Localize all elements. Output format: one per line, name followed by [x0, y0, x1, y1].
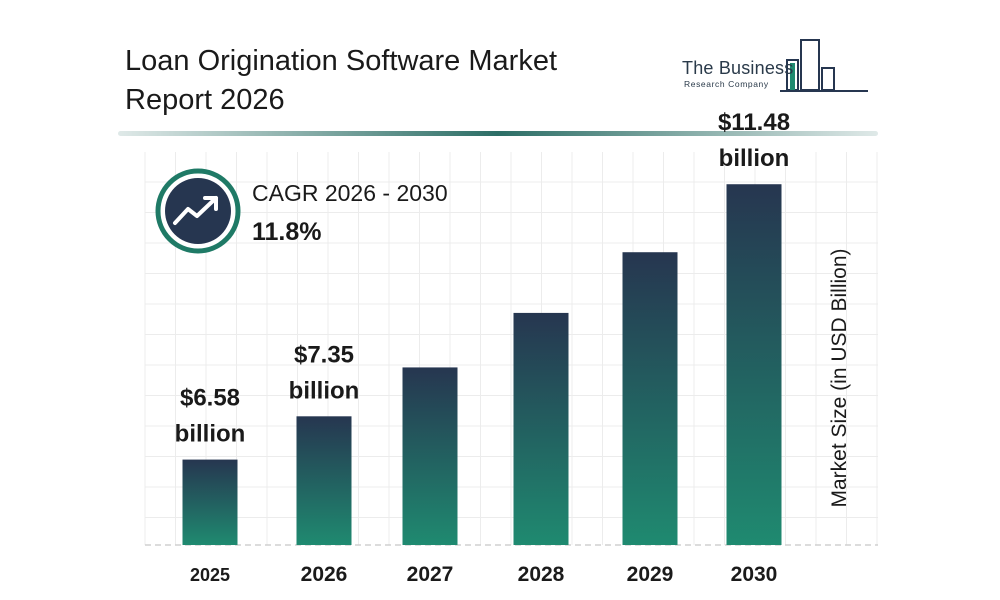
data-label-value-2025: $6.58: [180, 385, 240, 412]
bar-2027: [402, 367, 458, 545]
x-tick-label-2027: 2027: [407, 563, 454, 586]
x-tick-label-2029: 2029: [627, 563, 674, 586]
cagr-label: CAGR 2026 - 2030: [252, 180, 448, 206]
x-tick-label-2028: 2028: [518, 563, 565, 586]
x-tick-label-2026: 2026: [301, 563, 348, 586]
page-title: Loan Origination Software Market Report …: [125, 42, 645, 120]
data-label-unit-2025: billion: [175, 421, 246, 448]
logo-name: The Business: [682, 58, 794, 78]
logo-subtitle: Research Company: [684, 79, 769, 89]
data-label-unit-2030: billion: [719, 145, 790, 172]
cagr-value: 11.8%: [252, 218, 322, 246]
data-label-value-2026: $7.35: [294, 341, 354, 368]
title-divider: [118, 131, 878, 136]
title-line-1: Loan Origination Software Market: [125, 45, 557, 77]
x-tick-label-2030: 2030: [731, 563, 778, 586]
cagr-badge: [155, 168, 241, 254]
x-tick-label-2025: 2025: [190, 565, 230, 585]
bar-2025: [182, 459, 238, 545]
bar-2029: [622, 252, 678, 545]
y-axis-label: Market Size (in USD Billion): [828, 248, 851, 507]
building-bars-icon: [780, 39, 868, 92]
bar-2030: [726, 184, 782, 545]
trend-up-arrow-icon: [173, 196, 218, 225]
title-line-2: Report 2026: [125, 84, 285, 116]
bar-2026: [296, 416, 352, 545]
company-logo: The Business Research Company: [680, 36, 880, 98]
bars-group: [182, 184, 782, 545]
data-label-value-2030: $11.48: [718, 109, 790, 136]
data-label-unit-2026: billion: [289, 377, 360, 404]
x-tick-labels: 2025 2026 2027 2028 2029 2030: [190, 563, 777, 586]
bar-2028: [513, 312, 569, 545]
data-labels-group: $6.58 billion $7.35 billion $11.48 billion: [175, 109, 790, 447]
